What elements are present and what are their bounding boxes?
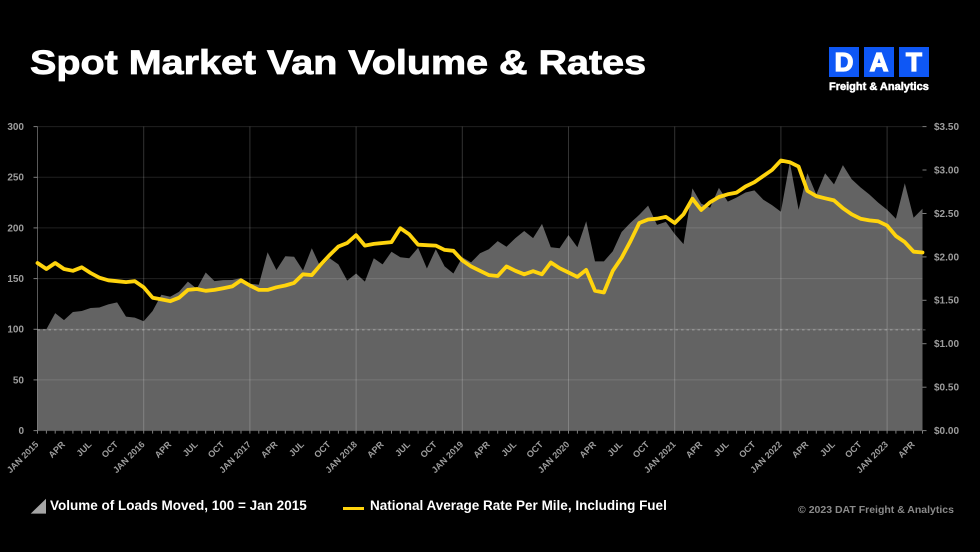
svg-text:150: 150 [7,274,24,285]
svg-text:$0.00: $0.00 [934,426,959,437]
svg-text:$2.50: $2.50 [934,209,959,220]
svg-text:$1.00: $1.00 [934,339,959,350]
svg-text:100: 100 [7,325,24,336]
svg-text:0: 0 [18,426,24,437]
svg-text:300: 300 [7,122,24,133]
svg-text:$1.50: $1.50 [934,296,959,307]
svg-text:$3.00: $3.00 [934,165,959,176]
svg-text:$3.50: $3.50 [934,122,959,133]
svg-text:200: 200 [7,223,24,234]
svg-text:$0.50: $0.50 [934,383,959,394]
svg-text:$2.00: $2.00 [934,252,959,263]
svg-text:250: 250 [7,173,24,184]
svg-text:50: 50 [13,375,25,386]
